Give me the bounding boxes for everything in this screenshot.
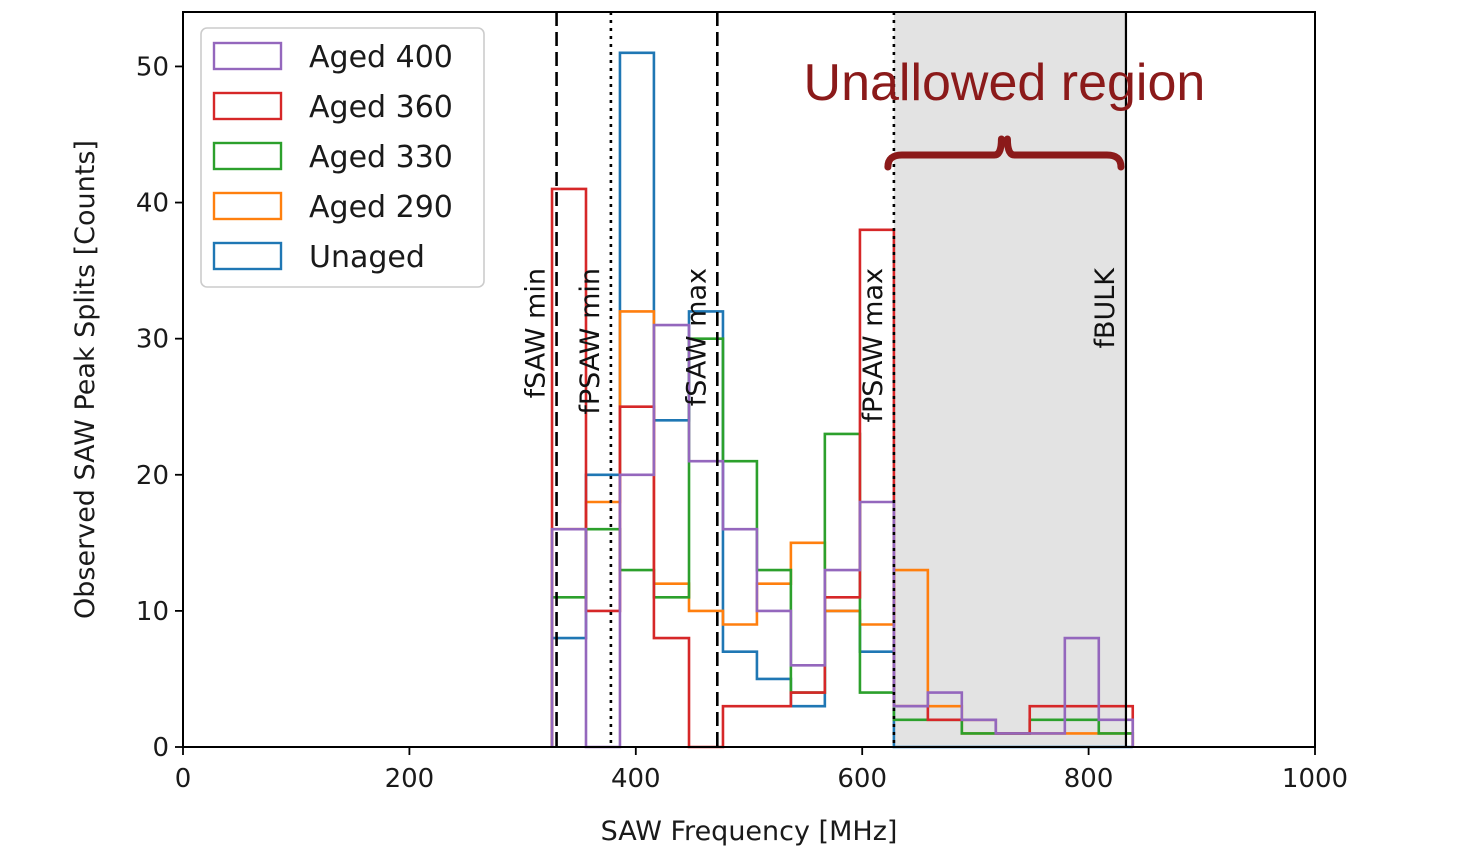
y-tick-label: 40	[136, 189, 169, 219]
legend-label-aged-360: Aged 360	[309, 90, 453, 125]
axis-ticks-layer: 0 200 400 600 800 1000 0 10 20 30 40 50	[136, 52, 1348, 794]
reference-line-label-fsaw-min: fSAW min	[521, 268, 552, 398]
legend-label-aged-400: Aged 400	[309, 40, 453, 75]
legend-label-unaged: Unaged	[309, 240, 425, 275]
legend-label-aged-290: Aged 290	[309, 190, 453, 225]
unallowed-region-shading	[893, 12, 1126, 747]
annotation-text: Unallowed region	[804, 54, 1206, 112]
reference-line-label-fpsaw-min: fPSAW min	[575, 268, 606, 415]
x-tick-label: 600	[837, 764, 887, 794]
legend-swatch-aged-360	[212, 91, 283, 121]
reference-line-label-fpsaw-max: fPSAW max	[858, 268, 889, 423]
legend-swatch-unaged	[212, 241, 283, 271]
y-tick-label: 50	[136, 52, 169, 82]
x-tick-label: 1000	[1282, 764, 1348, 794]
shade-layer	[893, 12, 1126, 747]
legend-swatch-aged-290	[212, 191, 283, 221]
legend-swatch-aged-400	[212, 41, 283, 71]
legend-swatch-aged-330	[212, 141, 283, 171]
legend: Aged 400 Aged 360 Aged 330 Aged 290 Unaged	[200, 27, 485, 288]
x-tick-label: 400	[611, 764, 661, 794]
y-tick-label: 0	[152, 733, 169, 763]
y-tick-label: 10	[136, 597, 169, 627]
annotation-layer: Unallowed region	[804, 54, 1206, 171]
annotation-brace	[884, 135, 1125, 171]
reference-line-label-fbulk: fBULK	[1090, 267, 1121, 349]
legend-label-aged-330: Aged 330	[309, 140, 453, 175]
y-tick-label: 20	[136, 461, 169, 491]
y-axis-title: Observed SAW Peak Splits [Counts]	[70, 140, 101, 619]
reference-lines-layer: fSAW min fPSAW min fSAW max fPSAW max fBULK	[521, 12, 1128, 747]
y-tick-label: 30	[136, 325, 169, 355]
histogram-series-aged-400	[550, 323, 1135, 749]
x-tick-label: 200	[385, 764, 435, 794]
x-axis-title: SAW Frequency [MHz]	[601, 816, 898, 847]
x-tick-label: 800	[1064, 764, 1114, 794]
plot-frame	[182, 11, 1316, 748]
x-tick-label: 0	[175, 764, 192, 794]
reference-line-label-fsaw-max: fSAW max	[681, 268, 712, 406]
